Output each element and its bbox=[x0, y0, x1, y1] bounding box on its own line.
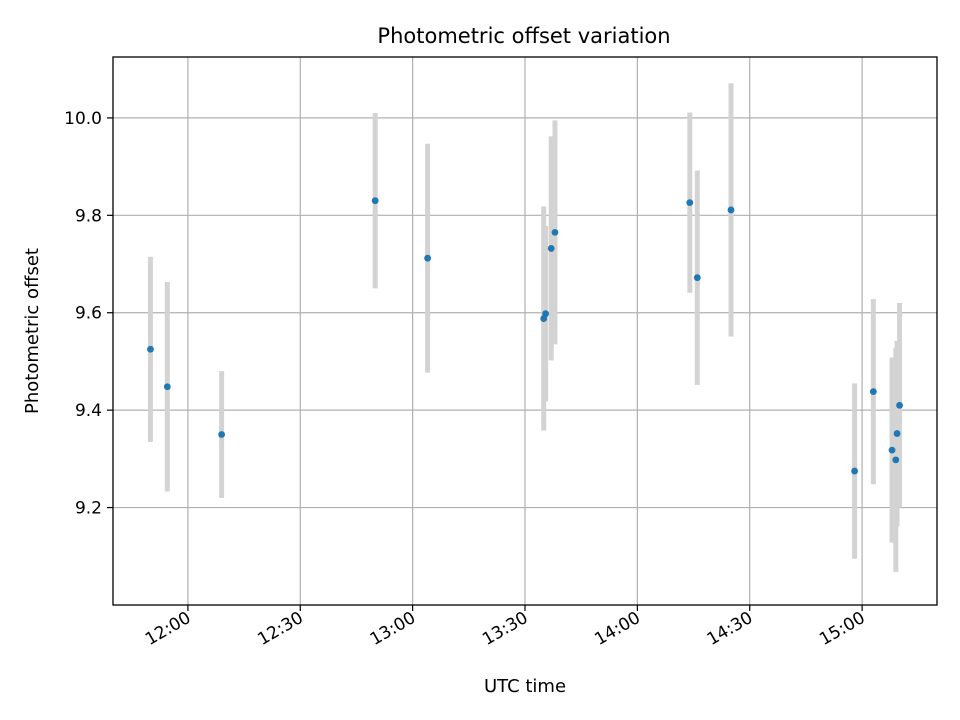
data-point bbox=[869, 388, 877, 396]
data-point bbox=[888, 446, 896, 454]
y-axis-label: Photometric offset bbox=[22, 248, 43, 414]
data-point bbox=[851, 467, 858, 475]
data-point bbox=[547, 245, 555, 252]
data-point bbox=[542, 310, 549, 318]
data-point bbox=[218, 431, 226, 438]
data-point bbox=[686, 199, 694, 207]
data-point bbox=[163, 383, 171, 391]
data-point bbox=[896, 401, 903, 409]
data-point bbox=[371, 197, 379, 205]
y-tick-label: 9.8 bbox=[75, 206, 102, 226]
y-tick-label: 10.0 bbox=[64, 109, 102, 129]
data-point bbox=[147, 345, 154, 353]
chart-title: Photometric offset variation bbox=[377, 24, 670, 48]
y-tick-label: 9.4 bbox=[75, 401, 102, 421]
data-point bbox=[893, 430, 901, 437]
y-tick-label: 9.6 bbox=[75, 304, 102, 324]
grid-lines bbox=[113, 57, 937, 605]
data-point bbox=[727, 206, 735, 214]
data-point bbox=[551, 228, 559, 236]
data-points bbox=[147, 197, 903, 475]
data-point bbox=[424, 254, 432, 262]
x-axis-label: UTC time bbox=[484, 676, 566, 697]
data-point bbox=[693, 274, 701, 282]
data-point bbox=[892, 456, 900, 464]
y-tick-label: 9.2 bbox=[75, 499, 102, 519]
